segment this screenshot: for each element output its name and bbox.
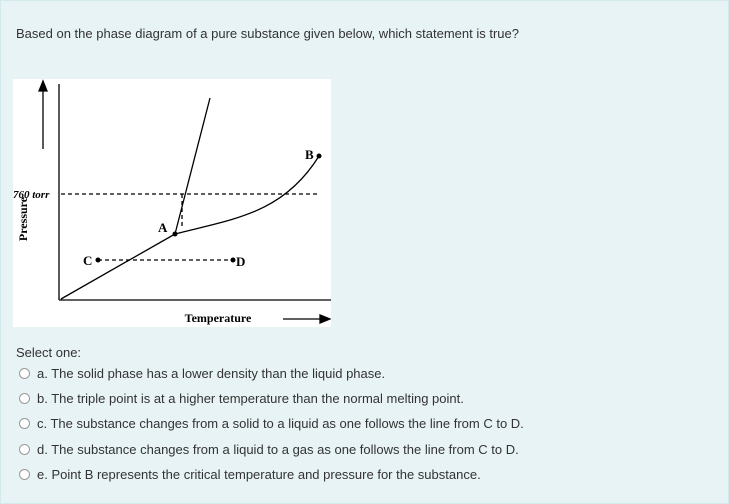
option-text[interactable]: c. The substance changes from a solid to… xyxy=(37,416,524,432)
radio-button[interactable] xyxy=(19,393,30,405)
option[interactable]: e. Point B represents the critical tempe… xyxy=(19,467,481,482)
point-label: A xyxy=(158,220,168,235)
option[interactable]: c. The substance changes from a solid to… xyxy=(19,416,524,431)
radio-button[interactable] xyxy=(19,368,30,379)
option[interactable]: a. The solid phase has a lower density t… xyxy=(19,366,385,381)
vaporization-curve xyxy=(174,155,320,235)
point xyxy=(316,153,322,159)
option-text[interactable]: a. The solid phase has a lower density t… xyxy=(37,366,386,381)
arrow-head xyxy=(319,314,331,324)
radio-button[interactable] xyxy=(19,418,30,430)
x-axis-label: Temperature xyxy=(185,311,252,325)
point-label: D xyxy=(236,254,245,269)
point xyxy=(95,257,101,263)
point xyxy=(230,257,236,263)
point xyxy=(172,231,178,237)
question-text: Based on the phase diagram of a pure sub… xyxy=(16,26,519,41)
phase-diagram: 760 torr Pressure Temperature A B C D xyxy=(13,79,331,327)
diagram-background xyxy=(13,79,331,327)
radio-button[interactable] xyxy=(19,468,30,480)
prompt: Select one: xyxy=(16,345,82,360)
radio-button[interactable] xyxy=(19,443,30,455)
arrow-head xyxy=(38,79,48,92)
reference-label: 760 torr xyxy=(13,189,50,201)
point-label: C xyxy=(83,253,92,268)
option-text[interactable]: b. The triple point is at a higher tempe… xyxy=(37,391,464,407)
sublimation-curve xyxy=(60,233,176,300)
option-text[interactable]: d. The substance changes from a liquid t… xyxy=(37,441,519,457)
y-axis-label: Pressure xyxy=(16,196,30,241)
option-text[interactable]: e. Point B represents the critical tempe… xyxy=(37,466,481,482)
point-label: B xyxy=(305,147,314,162)
option[interactable]: b. The triple point is at a higher tempe… xyxy=(19,391,464,406)
melting-curve xyxy=(174,97,211,235)
option[interactable]: d. The substance changes from a liquid t… xyxy=(19,442,519,457)
